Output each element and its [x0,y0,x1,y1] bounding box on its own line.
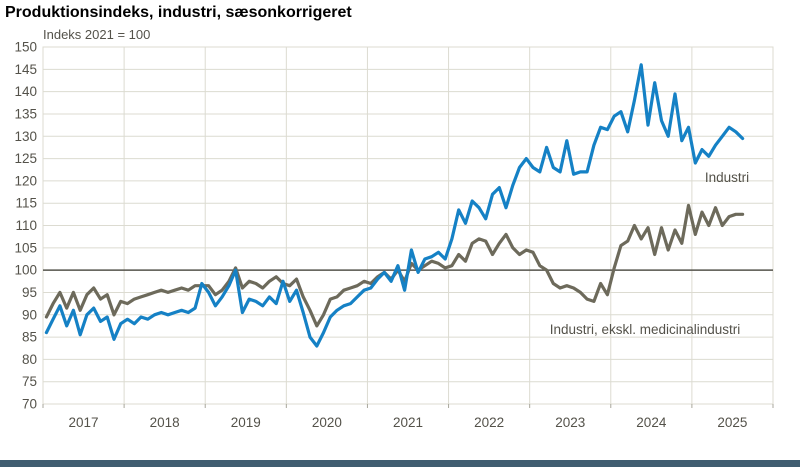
y-tick-label: 145 [14,62,37,77]
x-tick-label: 2020 [312,415,342,430]
y-tick-label: 110 [15,218,37,233]
y-tick-label: 120 [14,173,37,188]
y-tick-label: 95 [22,285,37,300]
y-tick-label: 140 [14,84,37,99]
footer-accent-bar [0,460,800,467]
series-annotation: Industri [705,170,749,185]
chart-subtitle: Indeks 2021 = 100 [43,27,151,42]
y-tick-label: 105 [14,240,37,255]
y-tick-label: 80 [22,352,37,367]
series-line-industri [44,63,745,348]
series-line-industri-ekskl-medicinalindustri [44,203,745,328]
chart-title: Produktionsindeks, industri, sæsonkorrig… [5,4,352,21]
y-tick-label: 135 [14,106,37,121]
y-tick-label: 150 [14,40,37,55]
x-tick-label: 2022 [474,415,504,430]
y-tick-label: 100 [14,263,37,278]
series-annotation: Industri, ekskl. medicinalindustri [550,322,741,337]
y-tick-label: 125 [14,151,37,166]
y-tick-label: 75 [22,374,37,389]
y-tick-label: 70 [22,397,37,412]
y-tick-label: 90 [22,307,37,322]
x-tick-label: 2017 [69,415,99,430]
x-tick-label: 2024 [636,415,667,430]
x-tick-label: 2025 [717,415,747,430]
y-tick-label: 130 [14,129,37,144]
x-tick-label: 2018 [150,415,180,430]
x-tick-label: 2021 [393,415,423,430]
y-tick-label: 85 [22,330,37,345]
plot-border [42,46,774,405]
x-tick-label: 2023 [555,415,585,430]
production-index-chart: 70 75 80 85 90 95 100 105 110 115 120 125 130 135 140 1… [14,40,774,430]
x-tick-label: 2019 [231,415,261,430]
y-tick-label: 115 [15,196,37,211]
